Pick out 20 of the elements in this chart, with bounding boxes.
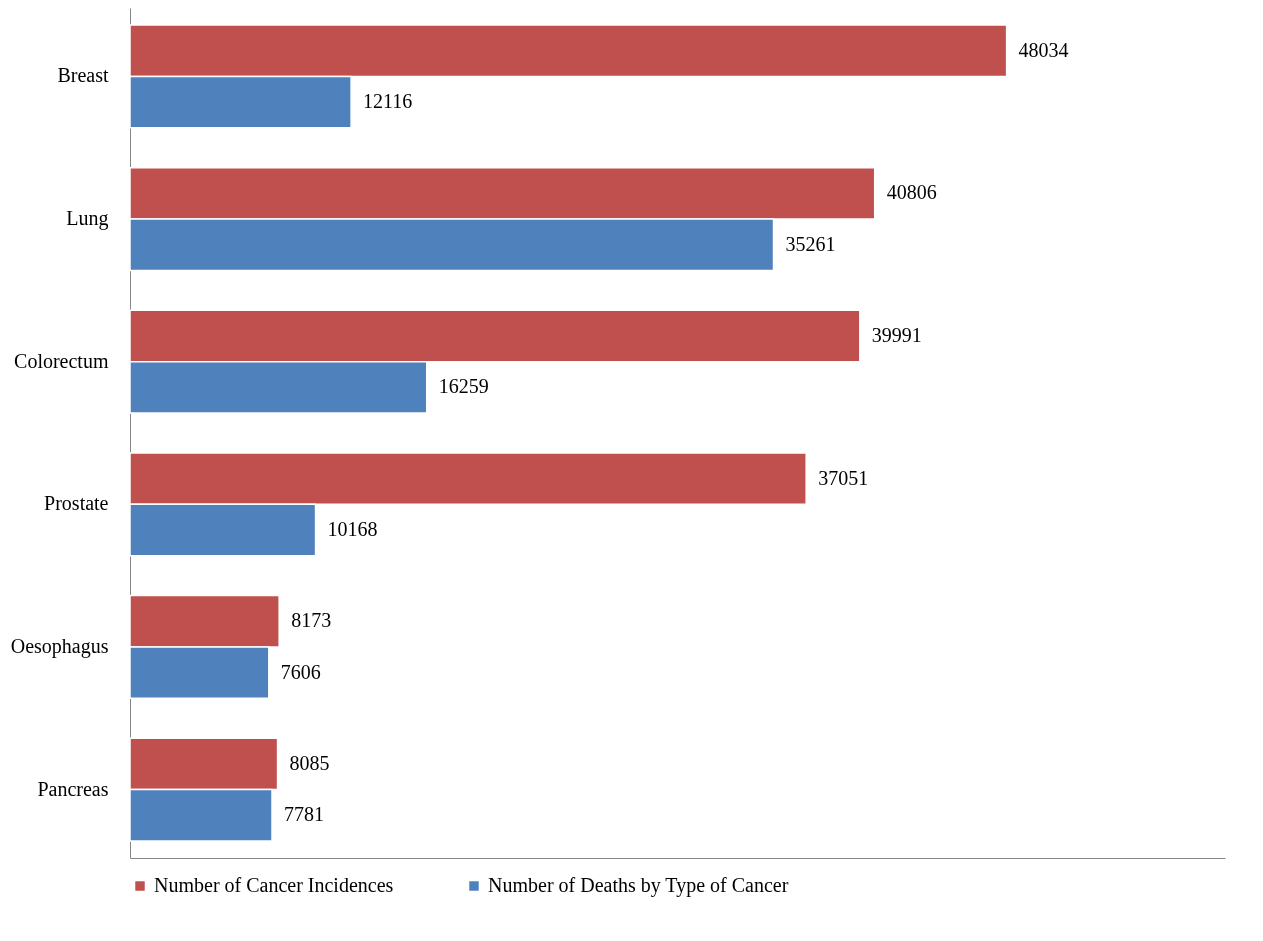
data-label: 7781 bbox=[284, 803, 324, 826]
data-label: 39991 bbox=[871, 324, 922, 347]
data-label: 8173 bbox=[291, 609, 332, 632]
data-label: 35261 bbox=[785, 232, 836, 255]
data-label: 8085 bbox=[289, 751, 330, 774]
y-tick-label: Lung bbox=[66, 207, 109, 231]
y-tick-label: Colorectum bbox=[14, 349, 109, 372]
data-label: 37051 bbox=[818, 466, 869, 489]
y-tick-label: Prostate bbox=[44, 492, 109, 515]
legend-label: Number of Cancer Incidences bbox=[154, 874, 394, 896]
data-label: 16259 bbox=[438, 375, 489, 398]
data-label: 7606 bbox=[280, 660, 321, 683]
data-label: 12116 bbox=[363, 90, 413, 113]
data-label: 10168 bbox=[327, 517, 378, 540]
legend-label: Number of Deaths by Type of Cancer bbox=[488, 874, 789, 897]
data-label: 48034 bbox=[1018, 38, 1069, 61]
y-tick-label: Pancreas bbox=[37, 777, 109, 800]
y-tick-label: Breast bbox=[57, 64, 109, 87]
y-tick-label: Oesophagus bbox=[10, 634, 109, 658]
data-label: 40806 bbox=[886, 181, 937, 204]
